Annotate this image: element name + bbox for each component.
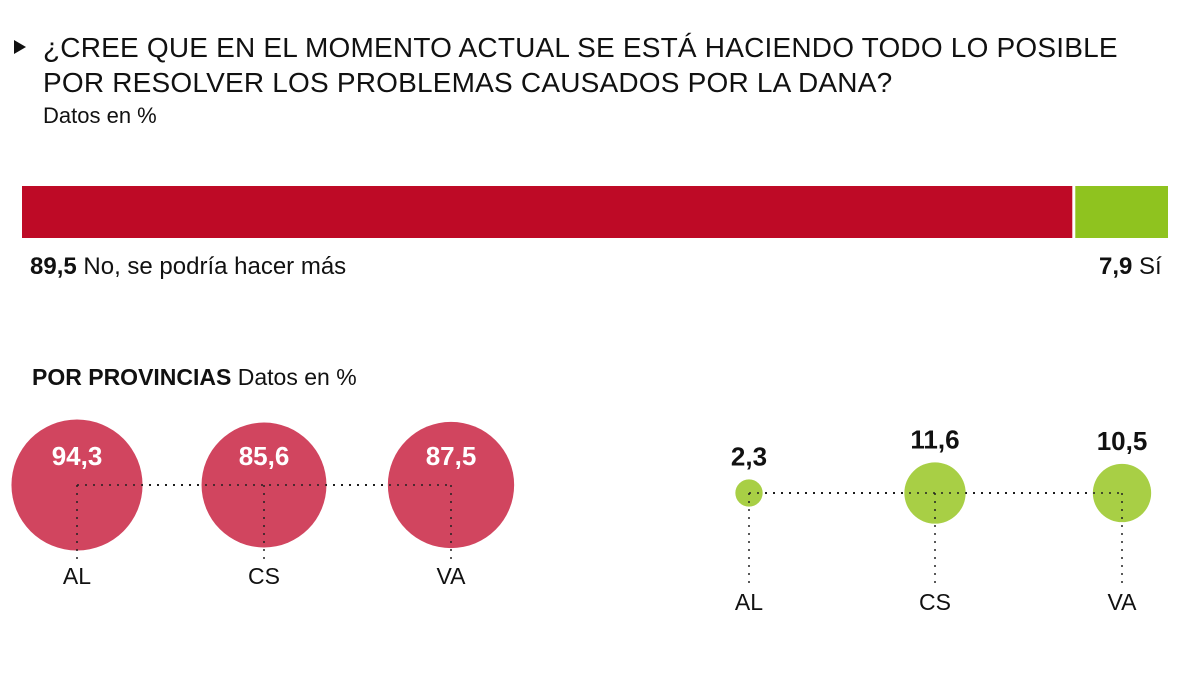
play-triangle-icon <box>14 40 26 54</box>
no-value-label-va: 87,5 <box>426 441 477 471</box>
si-category-label-cs: CS <box>919 589 951 615</box>
no-category-label-al: AL <box>63 563 91 589</box>
bar-segment-si <box>1075 186 1168 238</box>
provinces-bubble-chart: AL CS VA AL CS VA 94,3 85,6 87,5 2,3 11,6 10,5 <box>11 419 1152 615</box>
stacked-bar-chart <box>22 186 1168 238</box>
no-category-label-cs: CS <box>248 563 280 589</box>
bar-label-no: 89,5 No, se podría hacer más <box>30 253 346 281</box>
no-category-label-va: VA <box>437 563 467 589</box>
si-category-label-va: VA <box>1108 589 1138 615</box>
no-value-label-cs: 85,6 <box>239 441 290 471</box>
chart-header: ¿CREE QUE EN EL MOMENTO ACTUAL SE ESTÁ H… <box>14 30 1184 129</box>
provinces-title: POR PROVINCIAS Datos en % <box>32 364 357 391</box>
bar-value-si: 7,9 <box>1099 253 1133 280</box>
no-value-label-al: 94,3 <box>52 441 103 471</box>
provinces-heading: POR PROVINCIAS <box>32 364 232 390</box>
si-value-label-cs: 11,6 <box>910 424 959 454</box>
chart-units: Datos en % <box>43 103 157 128</box>
si-category-label-al: AL <box>735 589 763 615</box>
provinces-units: Datos en % <box>237 364 357 390</box>
si-value-label-al: 2,3 <box>731 441 767 471</box>
bar-label-si: 7,9 Sí <box>1099 253 1162 281</box>
chart-question: ¿CREE QUE EN EL MOMENTO ACTUAL SE ESTÁ H… <box>43 32 1118 98</box>
bar-value-no: 89,5 <box>30 253 77 280</box>
bar-name-si: Sí <box>1139 253 1162 280</box>
si-value-label-va: 10,5 <box>1097 426 1148 456</box>
bar-segment-no <box>22 186 1073 238</box>
bar-name-no: No, se podría hacer más <box>83 253 347 280</box>
